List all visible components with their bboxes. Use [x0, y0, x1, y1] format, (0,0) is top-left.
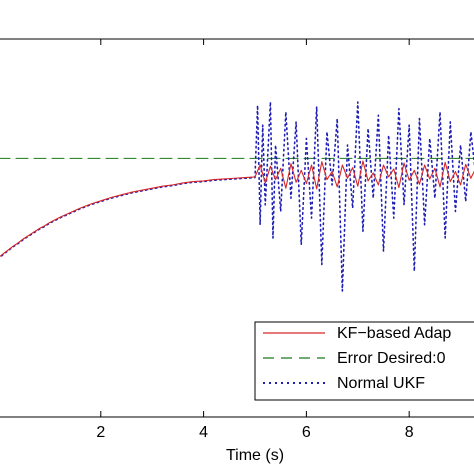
- series-group: [0, 101, 474, 292]
- legend-box: [254, 321, 474, 401]
- legend: KF−based Adap Error Desired:0 Normal UKF: [254, 321, 474, 401]
- x-tick-label-6: 6: [302, 424, 311, 441]
- x-axis-label: Time (s): [226, 447, 284, 464]
- series-line-kf-based-adap: [0, 160, 474, 257]
- x-tick-label-8: 8: [405, 424, 414, 441]
- axes: [0, 38, 474, 418]
- x-ticks: 2 4 6 8: [96, 39, 414, 441]
- series-line-normal-ukf: [0, 101, 474, 292]
- x-tick-label-2: 2: [96, 424, 105, 441]
- legend-label-normal-ukf: Normal UKF: [337, 375, 425, 392]
- legend-label-error-desired: Error Desired:0: [337, 350, 446, 367]
- x-tick-label-4: 4: [199, 424, 208, 441]
- legend-label-kf-based-adap: KF−based Adap: [337, 325, 451, 342]
